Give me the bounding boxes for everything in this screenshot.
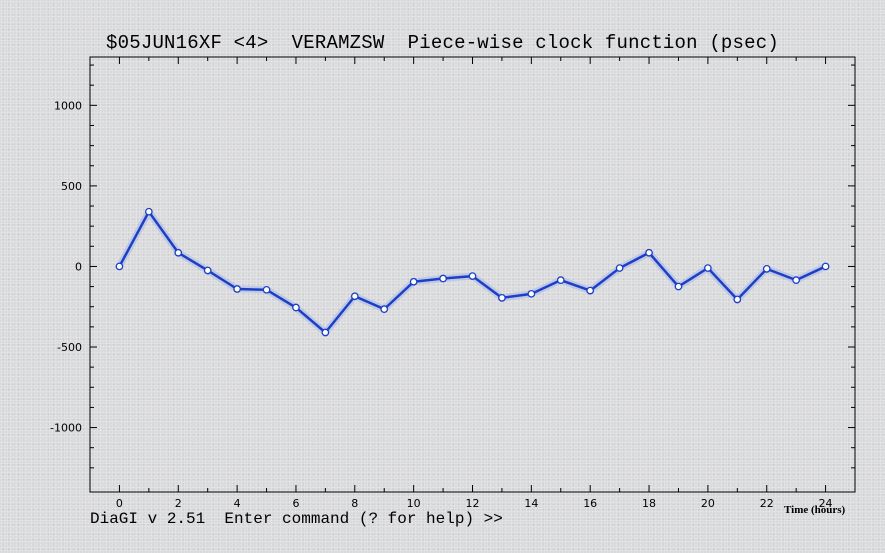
- x-axis-label: Time (hours): [784, 504, 846, 516]
- data-point: [821, 262, 830, 271]
- data-point: [439, 274, 447, 283]
- data-point: [292, 303, 300, 312]
- data-point: [380, 305, 389, 313]
- x-tick-label: 2: [175, 497, 182, 510]
- x-tick-label: 24: [819, 497, 833, 510]
- x-tick-label: 6: [292, 497, 299, 510]
- x-tick-label: 10: [407, 497, 421, 510]
- chart-title: $05JUN16XF <4> VERAMZSW Piece-wise clock…: [106, 32, 779, 54]
- data-point: [645, 248, 653, 257]
- data-point: [586, 286, 595, 295]
- data-point: [321, 328, 330, 337]
- y-tick-label: 500: [61, 180, 82, 193]
- data-point: [556, 276, 565, 284]
- data-point: [115, 262, 124, 271]
- data-point: [498, 294, 506, 302]
- data-point: [762, 265, 771, 273]
- y-axis: -1000 -500 0 500 1000: [50, 64, 855, 469]
- x-tick-label: 20: [701, 497, 715, 510]
- y-tick-label: 1000: [54, 99, 82, 112]
- series-glow: [116, 208, 828, 336]
- x-tick-label: 14: [524, 497, 538, 510]
- data-point: [262, 285, 271, 294]
- command-prompt[interactable]: DiaGI v 2.51 Enter command (? for help) …: [90, 510, 503, 528]
- data-point: [233, 285, 241, 293]
- x-tick-label: 16: [583, 497, 597, 510]
- x-tick-label: 0: [116, 497, 123, 510]
- data-point: [350, 292, 359, 301]
- data-point: [144, 207, 153, 216]
- y-tick-label: -500: [57, 341, 82, 354]
- data-point: [203, 266, 212, 275]
- data-point: [704, 264, 712, 272]
- x-tick-label: 12: [466, 497, 480, 510]
- data-point: [733, 295, 742, 304]
- data-point: [468, 272, 477, 280]
- data-point: [792, 276, 801, 284]
- y-tick-label: 0: [75, 260, 82, 273]
- series-layer: [115, 207, 830, 337]
- data-point: [409, 277, 418, 286]
- data-point: [615, 264, 624, 272]
- data-point: [674, 282, 683, 291]
- x-tick-label: 18: [642, 497, 656, 510]
- x-tick-label: 22: [760, 497, 774, 510]
- data-point: [174, 248, 183, 257]
- data-point: [527, 289, 536, 298]
- x-axis: 0 2 4 6 8 10 12 14 16 18 20 22 24: [116, 57, 833, 510]
- x-tick-label: 4: [234, 497, 241, 510]
- y-tick-label: -1000: [50, 422, 82, 435]
- x-tick-label: 8: [351, 497, 358, 510]
- series-line: [118, 210, 827, 334]
